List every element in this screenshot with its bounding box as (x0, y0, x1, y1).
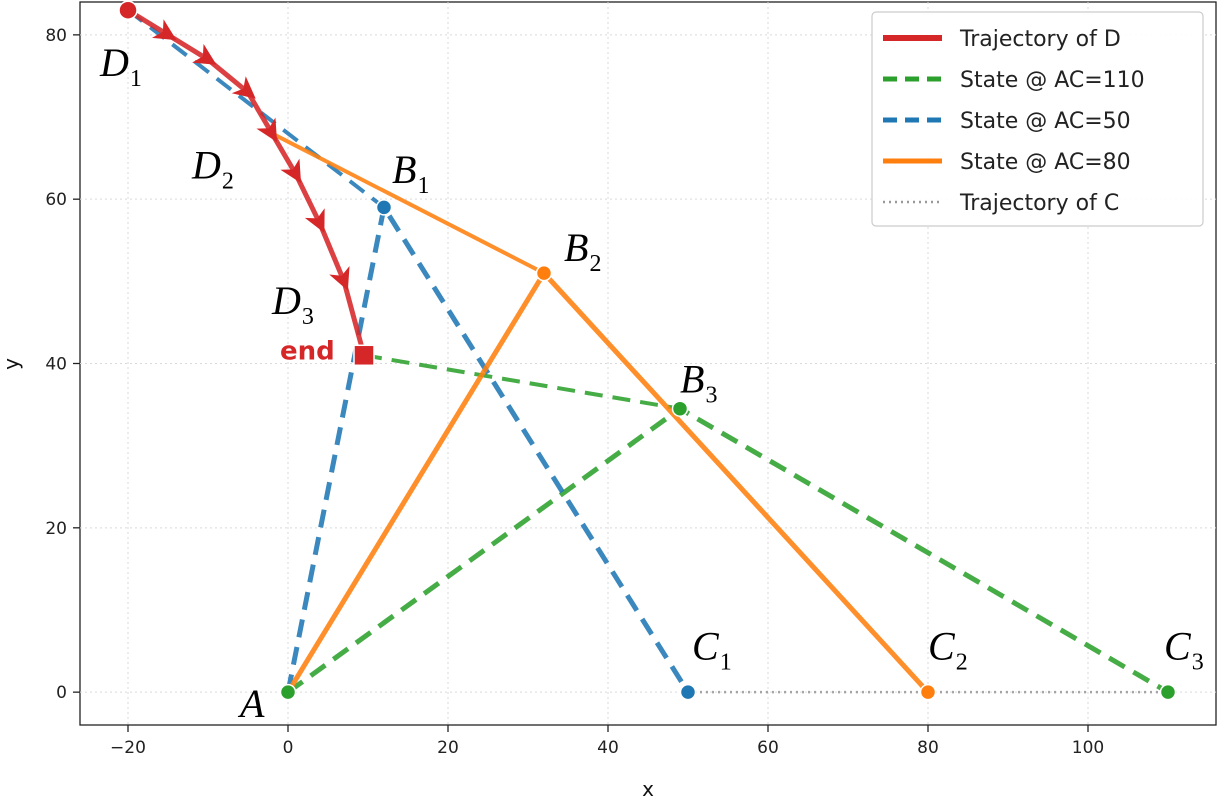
series-link-ac80 (271, 131, 545, 275)
legend: Trajectory of D State @ AC=110 State @ AC=… (871, 11, 1204, 227)
y-tick-label: 40 (45, 355, 67, 375)
series-line-traj_d (126, 8, 367, 356)
trajectory-arrow-6 (304, 208, 325, 233)
x-tick-label: −20 (110, 738, 146, 758)
legend-label-ac50: State @ AC=50 (960, 109, 1131, 134)
trajectory-arrow-7 (329, 266, 350, 291)
marker-B1 (375, 199, 393, 216)
legend-label-traj_d: Trajectory of D (959, 27, 1121, 52)
marker-start (118, 0, 138, 20)
labels-layer: start end D1 D2 D3 A B1 B2 B3 C1 C2 C3 (99, 0, 1204, 726)
point-label-D1: D1 (99, 40, 142, 92)
x-axis-label: x (642, 777, 654, 801)
annotation-start: start (204, 0, 275, 5)
trajectory-arrow-3 (231, 76, 256, 99)
legend-box (871, 11, 1204, 227)
point-label-D3: D3 (271, 278, 314, 330)
point-label-A: A (237, 681, 265, 726)
axes: −20 0 20 40 60 80 100 0 20 40 60 80 (45, 26, 1104, 758)
series-link-ac110 (363, 353, 681, 411)
point-label-B2: B2 (564, 225, 601, 277)
legend-label-ac110: State @ AC=110 (960, 68, 1145, 93)
point-label-B1: B1 (392, 147, 429, 199)
marker-end (353, 344, 375, 367)
series-line-ac50 (285, 204, 691, 694)
trajectory-arrow-4 (256, 117, 278, 143)
y-tick-label: 20 (45, 519, 67, 539)
x-tick-label: 60 (757, 738, 779, 758)
marker-B2 (535, 264, 553, 282)
point-label-C3: C3 (1164, 623, 1204, 675)
marker-A (279, 683, 297, 701)
point-label-D2: D2 (191, 143, 234, 195)
point-label-C2: C2 (928, 623, 968, 675)
legend-label-ac80: State @ AC=80 (960, 150, 1131, 175)
marker-B3 (671, 400, 689, 417)
markers-layer (118, 0, 1177, 701)
trajectory-arrow-2 (192, 43, 217, 65)
x-tick-label: 40 (597, 738, 619, 758)
point-label-C1: C1 (692, 623, 732, 675)
trajectory-arrow-1 (152, 19, 177, 41)
annotation-end: end (280, 336, 335, 366)
x-tick-label: 0 (283, 738, 294, 758)
marker-C1 (679, 683, 697, 701)
point-label-B3: B3 (680, 356, 717, 408)
y-axis-label: y (0, 358, 23, 370)
trajectory-arrow-5 (280, 158, 302, 184)
y-tick-label: 80 (45, 26, 67, 46)
x-tick-label: 100 (1072, 738, 1104, 758)
y-tick-label: 0 (56, 683, 67, 703)
marker-C2 (919, 683, 937, 701)
y-tick-label: 60 (45, 190, 67, 210)
series-link-ac50 (126, 8, 386, 209)
x-tick-label: 20 (437, 738, 459, 758)
marker-C3 (1159, 683, 1177, 701)
x-tick-label: 80 (917, 738, 939, 758)
legend-label-traj_c: Trajectory of C (959, 191, 1119, 216)
